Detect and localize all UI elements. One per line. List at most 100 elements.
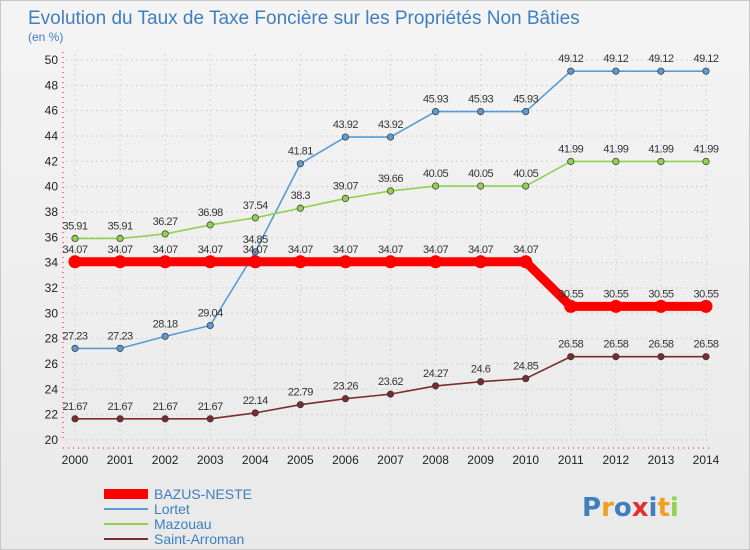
y-tick-label: 34	[45, 256, 59, 270]
data-label: 29.04	[198, 307, 223, 319]
data-label: 34.07	[378, 244, 403, 256]
data-point	[564, 299, 578, 313]
data-label: 24.6	[471, 364, 491, 376]
data-point	[206, 415, 214, 423]
data-point	[293, 255, 307, 269]
y-tick-label: 24	[45, 382, 59, 396]
data-point	[158, 255, 172, 269]
x-tick-label: 2003	[197, 453, 224, 467]
data-label: 39.66	[378, 173, 403, 185]
data-label: 23.26	[333, 381, 358, 393]
data-point	[71, 415, 79, 423]
data-label: 22.79	[288, 387, 313, 399]
data-point	[432, 382, 440, 390]
data-point	[71, 344, 79, 352]
data-point	[251, 248, 259, 256]
x-tick-label: 2007	[377, 453, 404, 467]
data-point	[116, 415, 124, 423]
data-point	[612, 67, 620, 75]
data-label: 45.93	[468, 94, 493, 106]
data-label: 26.58	[558, 339, 583, 351]
data-point	[341, 194, 349, 202]
data-label: 41.99	[693, 143, 718, 155]
x-tick-label: 2008	[422, 453, 449, 467]
data-label: 26.58	[693, 339, 718, 351]
legend-label: Lortet	[154, 501, 190, 517]
data-label: 49.12	[558, 53, 583, 65]
data-label: 34.07	[333, 244, 358, 256]
data-point	[519, 255, 533, 269]
data-point	[296, 160, 304, 168]
y-tick-label: 28	[45, 332, 59, 346]
data-point	[251, 409, 259, 417]
x-tick-label: 2005	[287, 453, 314, 467]
data-point	[612, 157, 620, 166]
x-tick-label: 2011	[558, 453, 584, 467]
data-label: 27.23	[108, 330, 133, 342]
data-label: 34.07	[198, 244, 223, 256]
y-tick-label: 30	[45, 306, 59, 320]
data-point	[567, 157, 575, 166]
x-tick-label: 2014	[693, 453, 720, 467]
data-label: 45.93	[513, 94, 538, 106]
data-label: 30.55	[648, 288, 673, 300]
chart-unit: (en %)	[28, 30, 63, 44]
data-label: 34.07	[62, 244, 87, 256]
data-label: 37.54	[243, 200, 268, 212]
data-label: 43.92	[378, 119, 403, 131]
legend-label: Saint-Arroman	[154, 531, 244, 547]
data-point	[341, 133, 349, 141]
data-point	[477, 108, 485, 116]
x-tick-label: 2001	[107, 453, 134, 467]
data-point	[248, 255, 262, 269]
data-point	[477, 182, 485, 190]
data-point	[116, 344, 124, 352]
data-point	[161, 332, 169, 340]
data-point	[699, 299, 713, 313]
data-point	[522, 182, 530, 190]
y-tick-label: 42	[45, 154, 59, 168]
data-point	[477, 378, 485, 386]
data-label: 40.05	[468, 168, 493, 180]
data-point	[161, 415, 169, 423]
data-point	[567, 353, 575, 361]
data-label: 45.93	[423, 94, 448, 106]
data-point	[522, 375, 530, 383]
data-label: 40.05	[513, 168, 538, 180]
axes: 20 22 24 26 28 30 32 34 36 38 40 42 44 46 48 50 2000 2001…	[45, 52, 720, 467]
data-label: 41.99	[603, 143, 628, 155]
data-point	[206, 221, 214, 229]
data-point	[702, 353, 710, 361]
data-point	[296, 401, 304, 409]
data-label: 23.62	[378, 376, 403, 388]
series-bazus-neste	[68, 255, 713, 313]
data-label: 39.07	[333, 180, 358, 192]
data-label: 34.07	[243, 244, 268, 256]
data-label: 22.14	[243, 395, 268, 407]
data-label: 34.07	[468, 244, 493, 256]
data-label: 38.3	[291, 190, 311, 202]
y-tick-label: 46	[45, 104, 59, 118]
y-tick-label: 20	[45, 433, 59, 447]
data-label: 41.99	[648, 143, 673, 155]
x-tick-label: 2012	[603, 453, 630, 467]
data-point	[432, 182, 440, 190]
data-point	[203, 255, 217, 269]
data-label: 26.58	[648, 339, 673, 351]
data-label: 34.07	[423, 244, 448, 256]
data-point	[384, 255, 397, 269]
data-point	[338, 255, 352, 269]
y-tick-label: 22	[45, 408, 59, 422]
data-label: 30.55	[693, 288, 718, 300]
data-label: 34.07	[153, 244, 178, 256]
x-tick-label: 2004	[242, 453, 269, 467]
data-point	[612, 353, 620, 361]
data-point	[206, 321, 214, 330]
data-label: 34.07	[108, 244, 133, 256]
data-label: 36.27	[153, 216, 178, 228]
data-label: 21.67	[198, 401, 223, 413]
y-tick-label: 48	[45, 78, 59, 92]
data-point	[702, 67, 710, 75]
